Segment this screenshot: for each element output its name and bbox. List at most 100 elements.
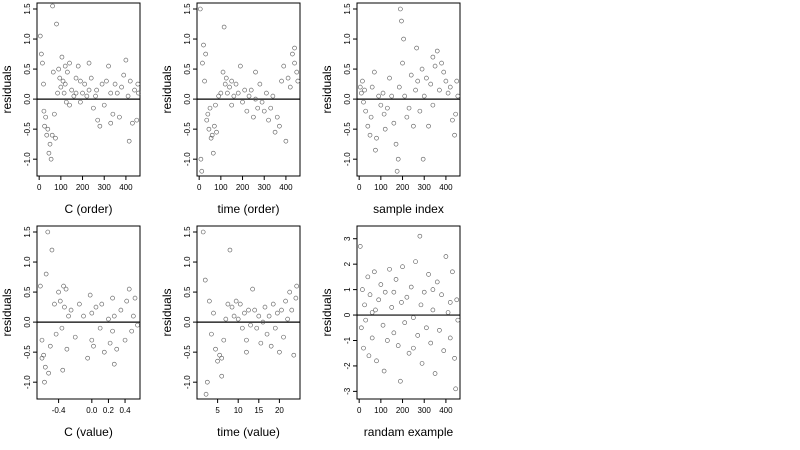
data-point (432, 63, 438, 69)
data-point (362, 87, 367, 93)
data-point (110, 111, 116, 117)
data-point (62, 304, 67, 310)
data-point (290, 51, 295, 57)
data-point (426, 272, 431, 277)
data-point (419, 361, 425, 366)
data-point (373, 307, 378, 313)
data-point (268, 343, 274, 349)
data-point (404, 294, 410, 300)
data-point (257, 81, 263, 87)
data-point (126, 286, 132, 292)
y-axis-label: residuals (320, 65, 334, 113)
data-point (389, 305, 394, 310)
data-point (71, 93, 77, 99)
data-point (104, 78, 109, 84)
data-point (430, 54, 436, 60)
data-point (430, 307, 436, 313)
data-point (402, 320, 408, 325)
data-point (447, 84, 453, 90)
x-tick-label: 5 (215, 406, 220, 415)
data-point (430, 287, 436, 292)
y-tick-label: 1.5 (183, 3, 192, 15)
data-point (91, 343, 96, 349)
x-tick-label: 0 (357, 183, 362, 192)
data-point (453, 386, 458, 392)
data-point (402, 93, 408, 99)
data-point (374, 135, 379, 141)
x-tick-label: 300 (258, 183, 272, 192)
y-tick-label: 1.0 (183, 256, 192, 268)
y-axis-label: residuals (160, 288, 174, 336)
x-tick-label: 0.0 (86, 406, 98, 415)
data-point (380, 322, 386, 328)
data-point (61, 283, 66, 289)
data-point (287, 289, 293, 295)
data-point (38, 283, 43, 289)
data-point (63, 286, 69, 292)
y-tick-label: -1.0 (23, 152, 32, 166)
data-point (381, 111, 387, 117)
data-point (252, 307, 257, 313)
data-point (385, 338, 390, 343)
data-point (43, 364, 48, 370)
data-point (41, 352, 46, 358)
data-point (372, 269, 377, 275)
data-point (85, 355, 90, 361)
data-point (359, 325, 364, 331)
y-tick-label: -3 (343, 387, 352, 395)
data-point (279, 307, 284, 313)
data-point (292, 60, 297, 66)
data-point (289, 307, 295, 313)
data-point (60, 78, 66, 84)
y-tick-label: 0.0 (343, 93, 352, 105)
data-point (225, 301, 231, 307)
data-point (291, 352, 297, 358)
data-point (119, 84, 124, 90)
data-point (52, 111, 57, 117)
data-point (445, 90, 451, 96)
y-tick-label: -0.5 (183, 345, 192, 359)
data-point (434, 48, 440, 54)
data-point (378, 282, 384, 287)
data-point (242, 87, 248, 93)
data-point (394, 168, 400, 174)
data-point (43, 114, 48, 120)
data-point (203, 391, 209, 397)
data-point (372, 69, 377, 75)
y-tick-label: 1.0 (343, 33, 352, 45)
data-point (99, 301, 105, 307)
data-point (279, 78, 284, 84)
data-point (106, 316, 111, 322)
data-point (201, 42, 206, 48)
data-point (45, 126, 51, 132)
data-point (221, 24, 227, 30)
data-point (122, 337, 128, 343)
x-axis-label: time (value) (217, 425, 280, 439)
data-point (285, 316, 290, 322)
data-point (45, 229, 51, 235)
y-axis-label: residuals (320, 288, 334, 336)
data-point (262, 304, 268, 310)
y-axis-label: residuals (160, 65, 174, 113)
plot-frame (356, 225, 461, 400)
data-point (222, 81, 228, 87)
panel-time-order: 0 100 200 300 400 -1.0 -0.5 0.0 0.5 1.0 1.5 time (o… (160, 2, 301, 216)
plot-frame (36, 2, 141, 177)
panel-sample-index: 0 100 200 300 400 -1.0 -0.5 0.0 0.5 1.0 1.5 sample … (320, 2, 461, 216)
data-point (382, 289, 388, 295)
data-point (360, 78, 365, 84)
y-tick-label: -0.5 (183, 122, 192, 136)
data-point (213, 102, 218, 108)
data-point (264, 90, 269, 96)
data-point (48, 156, 54, 162)
x-axis-label: randam example (364, 425, 454, 439)
data-point (255, 105, 261, 111)
data-point (237, 301, 243, 307)
data-point (367, 292, 373, 297)
data-point (229, 304, 235, 310)
y-tick-label: 0.5 (343, 63, 352, 75)
data-point (369, 310, 375, 315)
data-point (62, 63, 68, 69)
data-point (86, 60, 92, 66)
data-point (123, 57, 129, 63)
